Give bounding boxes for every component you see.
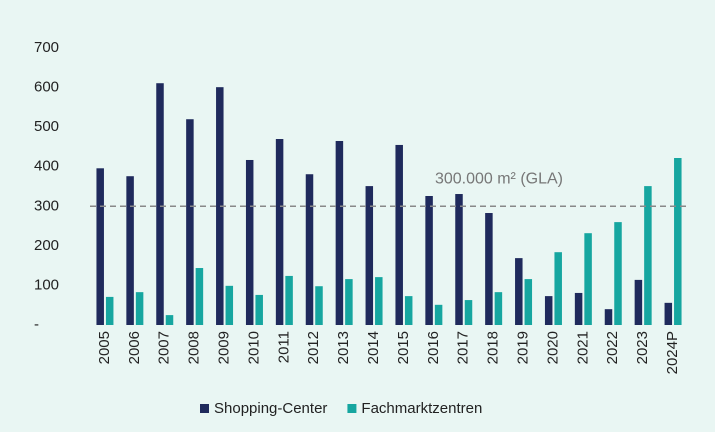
x-tick-label: 2006: [126, 331, 143, 364]
x-tick-label: 2020: [544, 331, 561, 364]
x-tick-label: 2010: [245, 331, 262, 364]
bar: [395, 144, 403, 325]
bar: [644, 186, 652, 325]
x-tick-label: 2024P: [664, 331, 681, 374]
bar: [455, 194, 463, 325]
y-tick-label: -: [34, 316, 39, 333]
bar: [544, 296, 553, 325]
y-tick-label: 100: [34, 276, 59, 293]
bar: [315, 286, 323, 325]
y-tick-label: 300: [34, 197, 59, 214]
bar: [245, 159, 254, 325]
bar: [494, 292, 503, 325]
bar: [96, 168, 104, 325]
x-tick-label: 2005: [96, 331, 113, 364]
x-tick-label: 2023: [634, 331, 651, 364]
legend-label: Fachmarktzentren: [361, 400, 482, 417]
bar: [634, 279, 643, 325]
bar: [434, 304, 443, 325]
x-tick-label: 2015: [395, 331, 412, 364]
x-tick-label: 2011: [275, 331, 292, 363]
legend-label: Shopping-Center: [214, 400, 327, 417]
bar: [225, 285, 234, 325]
x-tick-label: 2018: [485, 331, 502, 364]
bar: [335, 140, 344, 325]
bar: [305, 174, 314, 325]
y-tick-label: 500: [34, 118, 59, 135]
bar: [425, 195, 433, 325]
bar: [674, 158, 682, 325]
bar: [584, 233, 592, 325]
legend-swatch: [200, 404, 209, 413]
bar: [554, 252, 562, 325]
bar: [165, 315, 174, 325]
bar: [275, 139, 284, 325]
x-tick-label: 2017: [455, 331, 472, 364]
bar: [574, 292, 583, 325]
bar: [464, 300, 473, 325]
bar: [404, 296, 413, 325]
bar: [515, 258, 523, 325]
y-tick-label: 600: [34, 79, 59, 96]
x-tick-label: 2019: [515, 331, 532, 364]
y-tick-label: 200: [34, 237, 59, 254]
bar: [604, 309, 613, 325]
bar: [126, 176, 134, 325]
x-tick-label: 2016: [425, 331, 442, 364]
x-tick-label: 2014: [365, 331, 382, 364]
legend-swatch: [347, 404, 357, 413]
bar: [375, 277, 383, 325]
bar: [285, 275, 293, 325]
bar: [485, 213, 493, 325]
bar: [614, 222, 622, 325]
y-tick-label: 700: [34, 39, 59, 56]
bar: [255, 294, 263, 325]
bar: [195, 268, 204, 325]
bar: [105, 296, 114, 325]
bar: [345, 279, 353, 325]
x-tick-label: 2008: [186, 331, 203, 364]
x-tick-label: 2012: [305, 331, 322, 364]
bar: [216, 87, 224, 325]
x-tick-label: 2022: [604, 331, 621, 364]
bar: [156, 83, 164, 326]
bar: [135, 292, 144, 325]
bar: [186, 119, 194, 325]
reference-label: 300.000 m² (GLA): [435, 171, 563, 188]
x-tick-label: 2009: [216, 331, 233, 364]
bar: [664, 302, 673, 325]
bar: [524, 279, 533, 325]
x-tick-label: 2007: [156, 331, 173, 364]
bar: [365, 186, 374, 325]
y-tick-label: 400: [34, 158, 59, 175]
x-tick-label: 2021: [574, 331, 591, 364]
x-tick-label: 2013: [335, 331, 352, 364]
